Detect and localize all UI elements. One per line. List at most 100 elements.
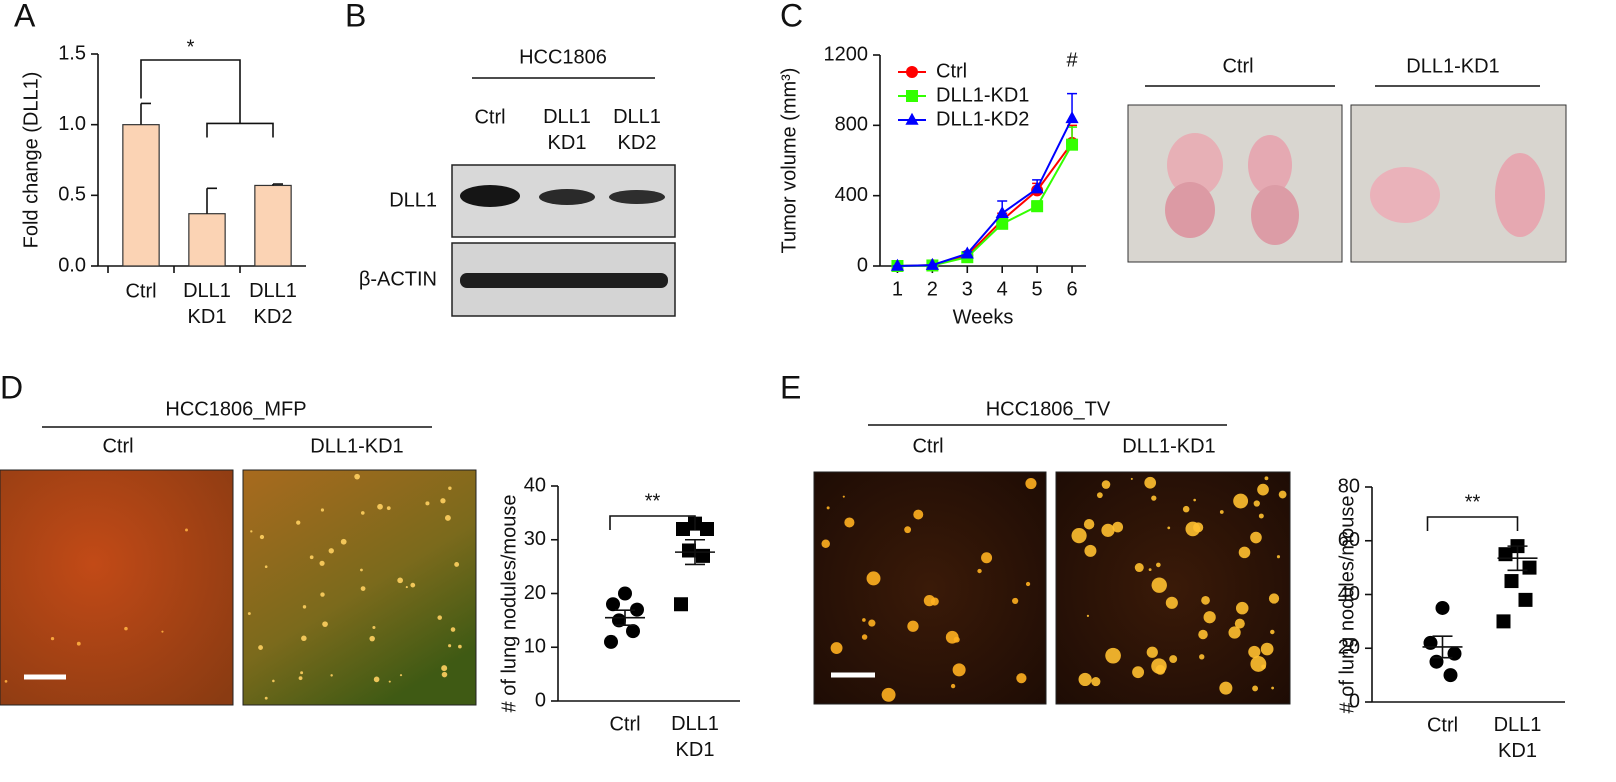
nodule (1144, 476, 1157, 489)
marker (1496, 614, 1511, 629)
nodule (1078, 672, 1092, 687)
x-axis-label: Weeks (953, 306, 1014, 328)
nodule (1025, 477, 1037, 490)
nodule (4, 679, 8, 683)
band (539, 189, 595, 205)
x-tick-label: DLL1 KD1 (671, 713, 719, 761)
y-tick-label: 1200 (824, 43, 869, 65)
x-tick-label: DLL1 KD2 (249, 280, 297, 328)
nodule (1096, 492, 1103, 499)
band (460, 273, 668, 288)
nodule (360, 586, 366, 591)
y-tick-label: 10 (524, 636, 546, 658)
panel-d-photos: HCC1806_MFP Ctrl DLL1-KD1 (0, 398, 477, 706)
lane-label: DLL1 KD2 (613, 106, 661, 154)
series-line (897, 117, 1073, 267)
nodules (821, 476, 1287, 702)
marker (906, 66, 918, 78)
nodule (1250, 531, 1262, 544)
nodule (1228, 626, 1241, 639)
significance-bracket (609, 515, 696, 530)
band (609, 190, 665, 204)
nodule (377, 503, 383, 510)
x-tick-label: Ctrl (1427, 714, 1458, 736)
nodule (1091, 677, 1101, 687)
marker (626, 624, 640, 639)
nodule (1182, 505, 1190, 513)
marker (905, 112, 919, 125)
marker (960, 246, 974, 259)
legend-label: DLL1-KD2 (936, 108, 1029, 130)
nodule (1219, 510, 1224, 514)
nodule (1201, 595, 1210, 605)
tumor-photos: Ctrl DLL1-KD1 (1127, 55, 1567, 263)
nodule (981, 552, 993, 564)
nodule (866, 571, 881, 586)
nodule (272, 679, 275, 683)
nodule (844, 517, 855, 528)
group-title: HCC1806_MFP (165, 398, 306, 420)
y-tick-label: 0.0 (58, 254, 86, 276)
nodule (1101, 523, 1115, 537)
marker (674, 597, 688, 612)
significance: ** (1465, 491, 1481, 513)
series-line (897, 142, 1073, 267)
tumor (1248, 135, 1292, 195)
bar (254, 184, 292, 267)
nodule (386, 506, 391, 511)
nodule (821, 539, 830, 548)
y-tick-label: 0 (1349, 690, 1360, 712)
nodule (372, 625, 376, 630)
nodule (950, 683, 956, 689)
nodule (302, 605, 307, 609)
nodule (1071, 528, 1087, 544)
nodule (373, 676, 380, 683)
nodule (1148, 568, 1152, 572)
nodule (369, 635, 375, 642)
nodule (444, 515, 451, 521)
nodule (1248, 645, 1261, 659)
nodule (454, 562, 460, 567)
y-tick-label: 0 (857, 254, 868, 276)
y-tick-label: 400 (835, 184, 868, 206)
group-label: DLL1-KD1 (1406, 55, 1499, 77)
nodule (322, 621, 328, 628)
nodule (1234, 618, 1245, 629)
marker (1030, 181, 1044, 194)
nodule (185, 528, 188, 532)
nodule (410, 582, 416, 588)
legend-label: Ctrl (936, 60, 967, 82)
marker (1031, 200, 1044, 213)
nodule (340, 538, 347, 545)
nodule (907, 620, 919, 632)
nodule (1012, 597, 1019, 605)
marker (1435, 600, 1450, 615)
marker (1423, 635, 1438, 650)
nodule (437, 615, 442, 620)
sem-bar (1507, 545, 1528, 572)
nodule (448, 644, 452, 648)
marker (1518, 592, 1533, 607)
nodule (1193, 522, 1204, 533)
nodule (1193, 498, 1196, 502)
nodule (425, 501, 430, 506)
y-tick-label: 80 (1338, 475, 1360, 497)
nodule (830, 642, 843, 654)
photo (1127, 104, 1343, 263)
marker (1447, 646, 1462, 661)
nodule (1250, 656, 1267, 672)
group-label: Ctrl (102, 435, 133, 457)
nodule (1134, 563, 1144, 573)
marker (1066, 138, 1079, 151)
nodule (1086, 614, 1090, 617)
nodule (161, 630, 164, 633)
marker (996, 217, 1009, 230)
nodule (259, 534, 265, 540)
nodule (1132, 666, 1145, 679)
nodule (264, 565, 268, 569)
nodule (1278, 490, 1287, 499)
nodule (1112, 521, 1124, 533)
nodule (1253, 500, 1260, 507)
tumor (1370, 167, 1440, 223)
nodule (977, 568, 982, 574)
